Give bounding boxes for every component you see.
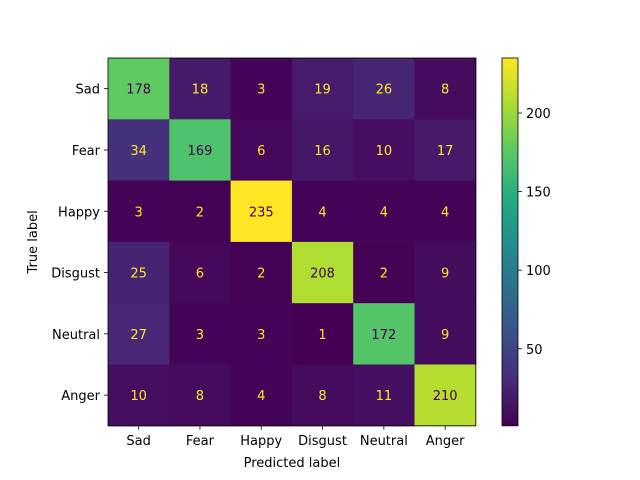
cell-value-label: 26 xyxy=(376,83,393,98)
x-tick-label: Fear xyxy=(186,434,215,449)
heatmap-cell xyxy=(169,303,232,365)
cell-value-label: 2 xyxy=(380,267,388,282)
y-tick-label: Fear xyxy=(72,144,101,159)
y-tick-label: Neutral xyxy=(52,328,100,343)
heatmap-cell xyxy=(353,180,415,243)
cell-value-label: 1 xyxy=(318,328,326,343)
cell-value-label: 3 xyxy=(257,83,265,98)
cell-value-label: 2 xyxy=(257,267,265,282)
cell-value-label: 17 xyxy=(437,144,454,159)
heatmap-cell xyxy=(169,241,232,304)
cell-value-label: 4 xyxy=(380,205,388,220)
heatmap-cell xyxy=(108,364,170,427)
heatmap-cell xyxy=(169,58,232,120)
cell-value-label: 210 xyxy=(433,389,458,404)
heatmap-cell xyxy=(291,180,354,243)
heatmap-cell xyxy=(230,119,293,182)
heatmap-cell xyxy=(108,241,170,304)
heatmap-cell xyxy=(230,364,293,427)
cell-value-label: 19 xyxy=(314,83,331,98)
heatmap-cell xyxy=(414,303,477,365)
heatmap-cell xyxy=(414,119,477,182)
heatmap-cell xyxy=(414,364,477,427)
heatmap-cell xyxy=(353,364,415,427)
heatmap-cell xyxy=(291,303,354,365)
plot-frame xyxy=(107,57,477,427)
cell-value-label: 10 xyxy=(376,144,393,159)
heatmap-cell xyxy=(353,119,415,182)
x-tick-label: Anger xyxy=(426,434,465,449)
cell-value-label: 4 xyxy=(441,205,449,220)
heatmap-cell xyxy=(108,58,170,120)
cell-value-label: 18 xyxy=(192,83,209,98)
colorbar-tick-label: 50 xyxy=(526,343,543,358)
cell-value-label: 4 xyxy=(257,389,265,404)
heatmap-cell xyxy=(291,364,354,427)
cell-value-label: 11 xyxy=(376,389,393,404)
cell-value-label: 169 xyxy=(188,144,213,159)
cell-value-labels: 178 18 3 19 26 834 169 6 16 10 173 2 235 4 4 425 6 2 208 2 9… xyxy=(126,83,458,404)
cell-value-label: 6 xyxy=(257,144,265,159)
cell-value-label: 4 xyxy=(318,205,326,220)
heatmap-cell xyxy=(353,303,415,365)
x-tick-label: Disgust xyxy=(298,434,347,449)
heatmap-cell xyxy=(108,119,170,182)
heatmap-cell xyxy=(291,241,354,304)
heatmap-cell xyxy=(353,241,415,304)
heatmap-cell xyxy=(291,58,354,120)
cell-value-label: 8 xyxy=(441,83,449,98)
cell-value-label: 3 xyxy=(196,328,204,343)
cell-value-label: 27 xyxy=(130,328,147,343)
cell-value-label: 2 xyxy=(196,205,204,220)
heatmap-cells xyxy=(108,58,477,427)
cell-value-label: 172 xyxy=(371,328,396,343)
heatmap-cell xyxy=(169,180,232,243)
cell-value-label: 208 xyxy=(310,267,335,282)
heatmap-cell xyxy=(230,241,293,304)
cell-value-label: 9 xyxy=(441,328,449,343)
x-tick-label: Happy xyxy=(240,434,282,449)
y-tick-label: Disgust xyxy=(51,267,100,282)
heatmap-cell xyxy=(230,180,293,243)
heatmap-cell xyxy=(230,58,293,120)
heatmap-cell xyxy=(169,364,232,427)
heatmap-cell xyxy=(414,58,477,120)
colorbar-tick-label: 100 xyxy=(526,264,551,279)
cell-value-label: 3 xyxy=(135,205,143,220)
y-tick-label: Sad xyxy=(76,83,100,98)
heatmap-cell xyxy=(291,119,354,182)
x-tick-label: Neutral xyxy=(360,434,408,449)
cell-value-label: 25 xyxy=(130,267,147,282)
cell-value-label: 8 xyxy=(318,389,326,404)
y-axis-title: True label xyxy=(26,210,41,274)
cell-value-label: 178 xyxy=(126,83,151,98)
colorbar-tick-label: 150 xyxy=(526,186,551,201)
cell-value-label: 9 xyxy=(441,267,449,282)
heatmap-cell xyxy=(414,241,477,304)
colorbar-ticks: 50 100 150 200 xyxy=(518,107,551,358)
x-axis: Sad Fear Happy Disgust Neutral Anger xyxy=(126,425,465,449)
colorbar xyxy=(501,57,519,427)
x-tick-label: Sad xyxy=(126,434,150,449)
cell-value-label: 16 xyxy=(314,144,331,159)
heatmap-cell xyxy=(169,119,232,182)
cell-value-label: 10 xyxy=(130,389,147,404)
cell-value-label: 6 xyxy=(196,267,204,282)
y-tick-label: Happy xyxy=(58,205,100,220)
y-tick-label: Anger xyxy=(61,389,100,404)
x-axis-title: Predicted label xyxy=(244,456,341,471)
colorbar-tick-label: 200 xyxy=(526,107,551,122)
cell-value-label: 34 xyxy=(130,144,147,159)
cell-value-label: 3 xyxy=(257,328,265,343)
y-axis: Sad Fear Happy Disgust Neutral Anger xyxy=(51,83,108,404)
heatmap-cell xyxy=(108,180,170,243)
heatmap-cell xyxy=(353,58,415,120)
heatmap-cell xyxy=(108,303,170,365)
cell-value-label: 235 xyxy=(249,205,274,220)
heatmap-cell xyxy=(414,180,477,243)
cell-value-label: 8 xyxy=(196,389,204,404)
heatmap-cell xyxy=(230,303,293,365)
